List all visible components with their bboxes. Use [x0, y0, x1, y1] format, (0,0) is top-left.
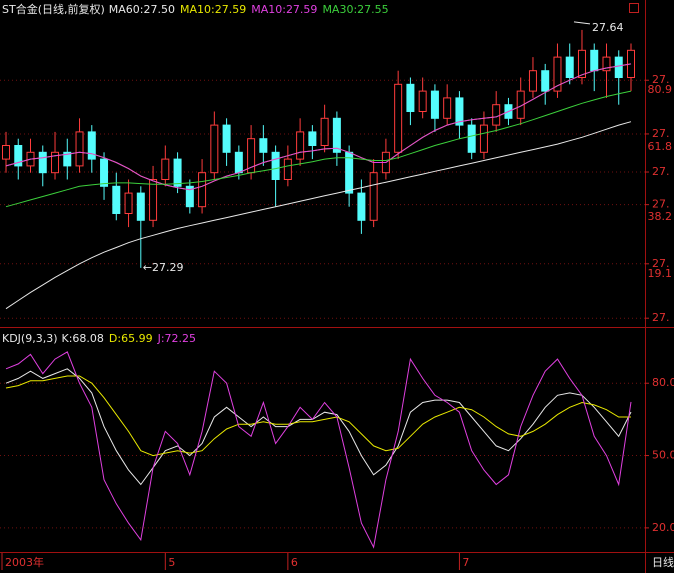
candle-body: [14, 145, 23, 167]
legend-item: J:72.25: [157, 332, 196, 345]
candle-body: [418, 90, 427, 113]
line-series: [5, 351, 632, 549]
y-tick-label: 27.: [652, 198, 670, 211]
legend-item: K:68.08: [62, 332, 104, 345]
annotation-arrow: [573, 21, 591, 25]
candle-body: [124, 192, 133, 214]
period-label: 日线: [652, 555, 674, 569]
candle-body: [271, 151, 280, 180]
y-tick-label: 27.: [652, 127, 670, 140]
candle-body: [75, 131, 84, 167]
x-tick-label: 6: [291, 556, 298, 569]
y-tick-label: 27.: [652, 165, 670, 178]
candle-body: [443, 97, 452, 119]
legend-item: MA30:27.55: [322, 3, 388, 16]
candle-body: [430, 90, 439, 119]
chart-title: KDJ(9,3,3): [2, 332, 58, 345]
candle-body: [112, 185, 121, 214]
candle-body: [149, 178, 158, 221]
candle-body: [369, 172, 378, 221]
line-series: [5, 90, 632, 208]
legend-item: D:65.99: [109, 332, 153, 345]
fib-label: 61.8: [648, 140, 673, 153]
candle-body: [161, 158, 170, 180]
high-annotation: 27.64: [592, 21, 624, 34]
candle-body: [38, 151, 47, 174]
candle-body: [308, 131, 317, 147]
fib-label: 80.9: [648, 83, 673, 96]
candle-body: [259, 138, 268, 153]
x-tick-label: 2003年: [5, 555, 44, 569]
candle-body: [614, 56, 623, 79]
y-tick-label: 20.0: [652, 521, 674, 534]
legend-item: MA10:27.59: [251, 3, 317, 16]
candle-body: [602, 56, 611, 72]
fib-label: 19.1: [648, 267, 673, 280]
candle-body: [296, 131, 305, 160]
candle-body: [63, 151, 72, 167]
candle-body: [185, 185, 194, 208]
candle-body: [173, 158, 182, 187]
candle-body: [100, 158, 109, 187]
y-tick-label: 80.0: [652, 376, 674, 389]
x-tick-label: 5: [168, 556, 175, 569]
candle-body: [565, 56, 574, 79]
candle-body: [2, 145, 10, 160]
candle-body: [222, 124, 231, 153]
line-series: [5, 368, 632, 486]
candle-body: [590, 49, 599, 72]
candle-body: [479, 124, 488, 153]
candle-body: [528, 70, 537, 92]
candle-body: [467, 124, 476, 153]
candle-body: [136, 192, 145, 221]
candle-body: [492, 104, 501, 126]
chart-title: ST合金(日线,前复权): [2, 2, 105, 16]
candle-body: [234, 151, 243, 174]
candle-body: [332, 117, 341, 153]
fib-label: 38.2: [648, 210, 673, 223]
candle-body: [406, 83, 415, 113]
x-tick-label: 7: [462, 556, 469, 569]
candle-body: [87, 131, 96, 160]
candle-body: [357, 192, 366, 221]
line-series: [5, 121, 632, 310]
candle-body: [455, 97, 464, 126]
candle-body: [210, 124, 219, 174]
low-annotation: ←27.29: [143, 261, 184, 274]
candle-body: [553, 56, 562, 92]
candle-body: [198, 172, 207, 208]
legend-item: MA10:27.59: [180, 3, 246, 16]
y-tick-label: 27.: [652, 73, 670, 86]
candle-body: [320, 117, 329, 147]
y-tick-label: 27.: [652, 311, 670, 324]
window-button[interactable]: [629, 3, 639, 13]
candle-body: [577, 49, 586, 79]
line-series: [5, 375, 631, 457]
y-tick-label: 27.: [652, 257, 670, 270]
candle-body: [541, 70, 550, 92]
candle-body: [51, 151, 60, 174]
legend-item: MA60:27.50: [109, 3, 175, 16]
candle-body: [394, 83, 403, 153]
line-series: [5, 63, 632, 191]
y-tick-label: 50.0: [652, 449, 674, 462]
candle-body: [283, 158, 292, 180]
